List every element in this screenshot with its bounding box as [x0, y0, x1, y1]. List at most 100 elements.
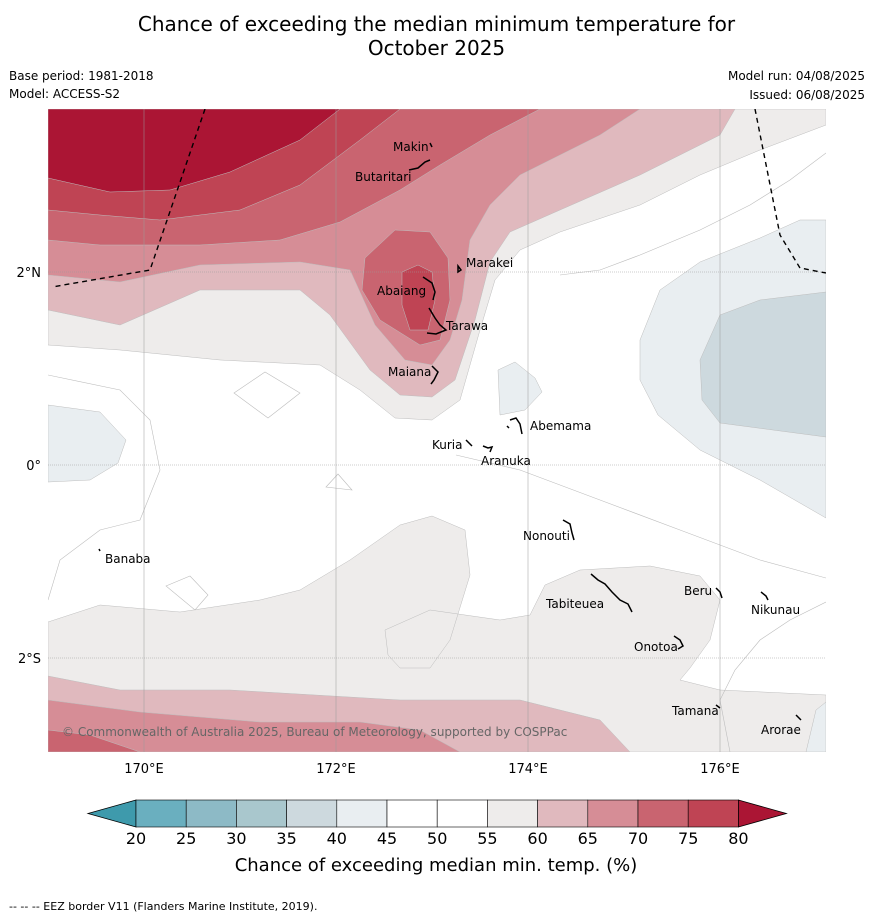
model-name: Model: ACCESS-S2 — [9, 87, 121, 101]
island-marakei — [457, 263, 463, 274]
colorbar-arrow-low — [86, 799, 137, 828]
label-marakei: Marakei — [466, 256, 513, 270]
contour-central-blue — [497, 361, 543, 416]
island-nonouti — [562, 519, 575, 541]
lat-label-2s: 2°S — [18, 652, 41, 667]
label-arorae: Arorae — [761, 723, 801, 737]
colorbar-arrow-high — [738, 799, 788, 828]
colorbar-box-25 — [185, 799, 237, 828]
label-onotoa: Onotoa — [634, 640, 678, 654]
colorbar-box-50 — [436, 799, 488, 828]
colorbar-box-55 — [487, 799, 538, 828]
colorbar-box-45 — [386, 799, 438, 828]
chart-title: Chance of exceeding the median minimum t… — [0, 12, 873, 60]
contour-west-blue — [48, 404, 127, 483]
island-tarawa — [426, 307, 448, 335]
eez-border-west — [51, 109, 206, 288]
colorbar-tick-35: 35 — [276, 829, 296, 848]
eez-border-east — [754, 109, 826, 274]
island-abaiang — [422, 276, 436, 301]
label-butaritari: Butaritari — [355, 170, 412, 184]
island-aranuka — [482, 445, 494, 453]
contour-tarawa-75 — [401, 264, 436, 331]
model-run: Model run: 04/08/2025 — [727, 69, 865, 83]
colorbar-tick-65: 65 — [578, 829, 598, 848]
label-makin: Makin — [393, 140, 429, 154]
island-tamana — [715, 704, 721, 709]
island-maiana — [430, 365, 439, 385]
colorbar — [86, 799, 788, 828]
island-nikunau — [760, 591, 769, 601]
island-abemama — [506, 417, 523, 435]
colorbar-tick-45: 45 — [377, 829, 397, 848]
contour-outline-2 — [325, 473, 353, 491]
issued-date: Issued: 06/08/2025 — [749, 88, 865, 102]
island-banaba — [98, 548, 101, 552]
lon-label-176e: 176°E — [700, 762, 740, 777]
island-makin — [429, 142, 433, 148]
colorbar-box-60 — [537, 799, 589, 828]
label-banaba: Banaba — [105, 552, 151, 566]
lon-label-172e: 172°E — [316, 762, 356, 777]
colorbar-label: Chance of exceeding median min. temp. (%… — [235, 855, 638, 876]
contour-north-80 — [48, 109, 341, 193]
contour-outline-7 — [719, 601, 826, 752]
eez-footnote: -- -- -- EEZ border V11 (Flanders Marine… — [9, 900, 318, 913]
contour-south-70 — [48, 729, 141, 752]
island-onotoa — [673, 635, 684, 650]
colorbar-box-30 — [236, 799, 287, 828]
label-aranuka: Aranuka — [481, 454, 531, 468]
colorbar-tick-70: 70 — [628, 829, 648, 848]
lon-label-174e: 174°E — [508, 762, 548, 777]
island-butaritari — [408, 159, 431, 171]
map-area: Makin Butaritari Marakei Abaiang Tarawa … — [48, 109, 826, 752]
contour-outline-6 — [455, 454, 826, 579]
latitude-labels: 2°N 0° 2°S — [17, 266, 42, 667]
colorbar-tick-25: 25 — [176, 829, 196, 848]
colorbar-tick-80: 80 — [728, 829, 748, 848]
colorbar-box-35 — [286, 799, 338, 828]
colorbar-tick-60: 60 — [527, 829, 547, 848]
contour-south-65 — [48, 699, 461, 752]
colorbar-box-40 — [336, 799, 388, 828]
island-beru — [715, 587, 723, 599]
islands — [98, 142, 802, 721]
island-kuria — [465, 439, 473, 447]
island-tabiteuea — [590, 573, 633, 613]
colorbar-tick-50: 50 — [427, 829, 447, 848]
contour-outline-1 — [233, 371, 301, 419]
label-abemama: Abemama — [530, 419, 591, 433]
colorbar-box-20 — [135, 799, 187, 828]
label-tarawa: Tarawa — [445, 319, 488, 333]
label-tabiteuea: Tabiteuea — [545, 597, 604, 611]
contour-south-east-blue — [805, 701, 826, 752]
colorbar-tick-30: 30 — [226, 829, 246, 848]
island-arorae — [795, 714, 802, 721]
contour-outline-5 — [559, 152, 826, 276]
title-line-2: October 2025 — [367, 36, 506, 60]
title-line-1: Chance of exceeding the median minimum t… — [137, 12, 736, 36]
copyright-notice: © Commonwealth of Australia 2025, Bureau… — [62, 725, 567, 739]
place-labels: Makin Butaritari Marakei Abaiang Tarawa … — [105, 140, 801, 737]
colorbar-tick-75: 75 — [678, 829, 698, 848]
contour-outline-3 — [165, 575, 209, 611]
colorbar-tick-55: 55 — [477, 829, 497, 848]
colorbar-tick-40: 40 — [327, 829, 347, 848]
colorbar-tick-labels: 20 25 30 35 40 45 50 55 60 65 70 75 80 — [126, 829, 749, 848]
label-nonouti: Nonouti — [523, 529, 570, 543]
colorbar-tick-20: 20 — [126, 829, 146, 848]
colorbar-box-70 — [637, 799, 689, 828]
base-period: Base period: 1981-2018 — [9, 69, 154, 83]
label-beru: Beru — [684, 584, 712, 598]
contour-outline-4 — [48, 374, 161, 601]
longitude-labels: 170°E 172°E 174°E 176°E — [124, 762, 740, 777]
label-kuria: Kuria — [432, 438, 463, 452]
colorbar-box-65 — [587, 799, 639, 828]
label-tamana: Tamana — [671, 704, 719, 718]
contour-east-35 — [699, 291, 826, 438]
lat-label-0: 0° — [26, 459, 41, 474]
lon-label-170e: 170°E — [124, 762, 164, 777]
colorbar-box-75 — [687, 799, 739, 828]
label-maiana: Maiana — [388, 365, 431, 379]
